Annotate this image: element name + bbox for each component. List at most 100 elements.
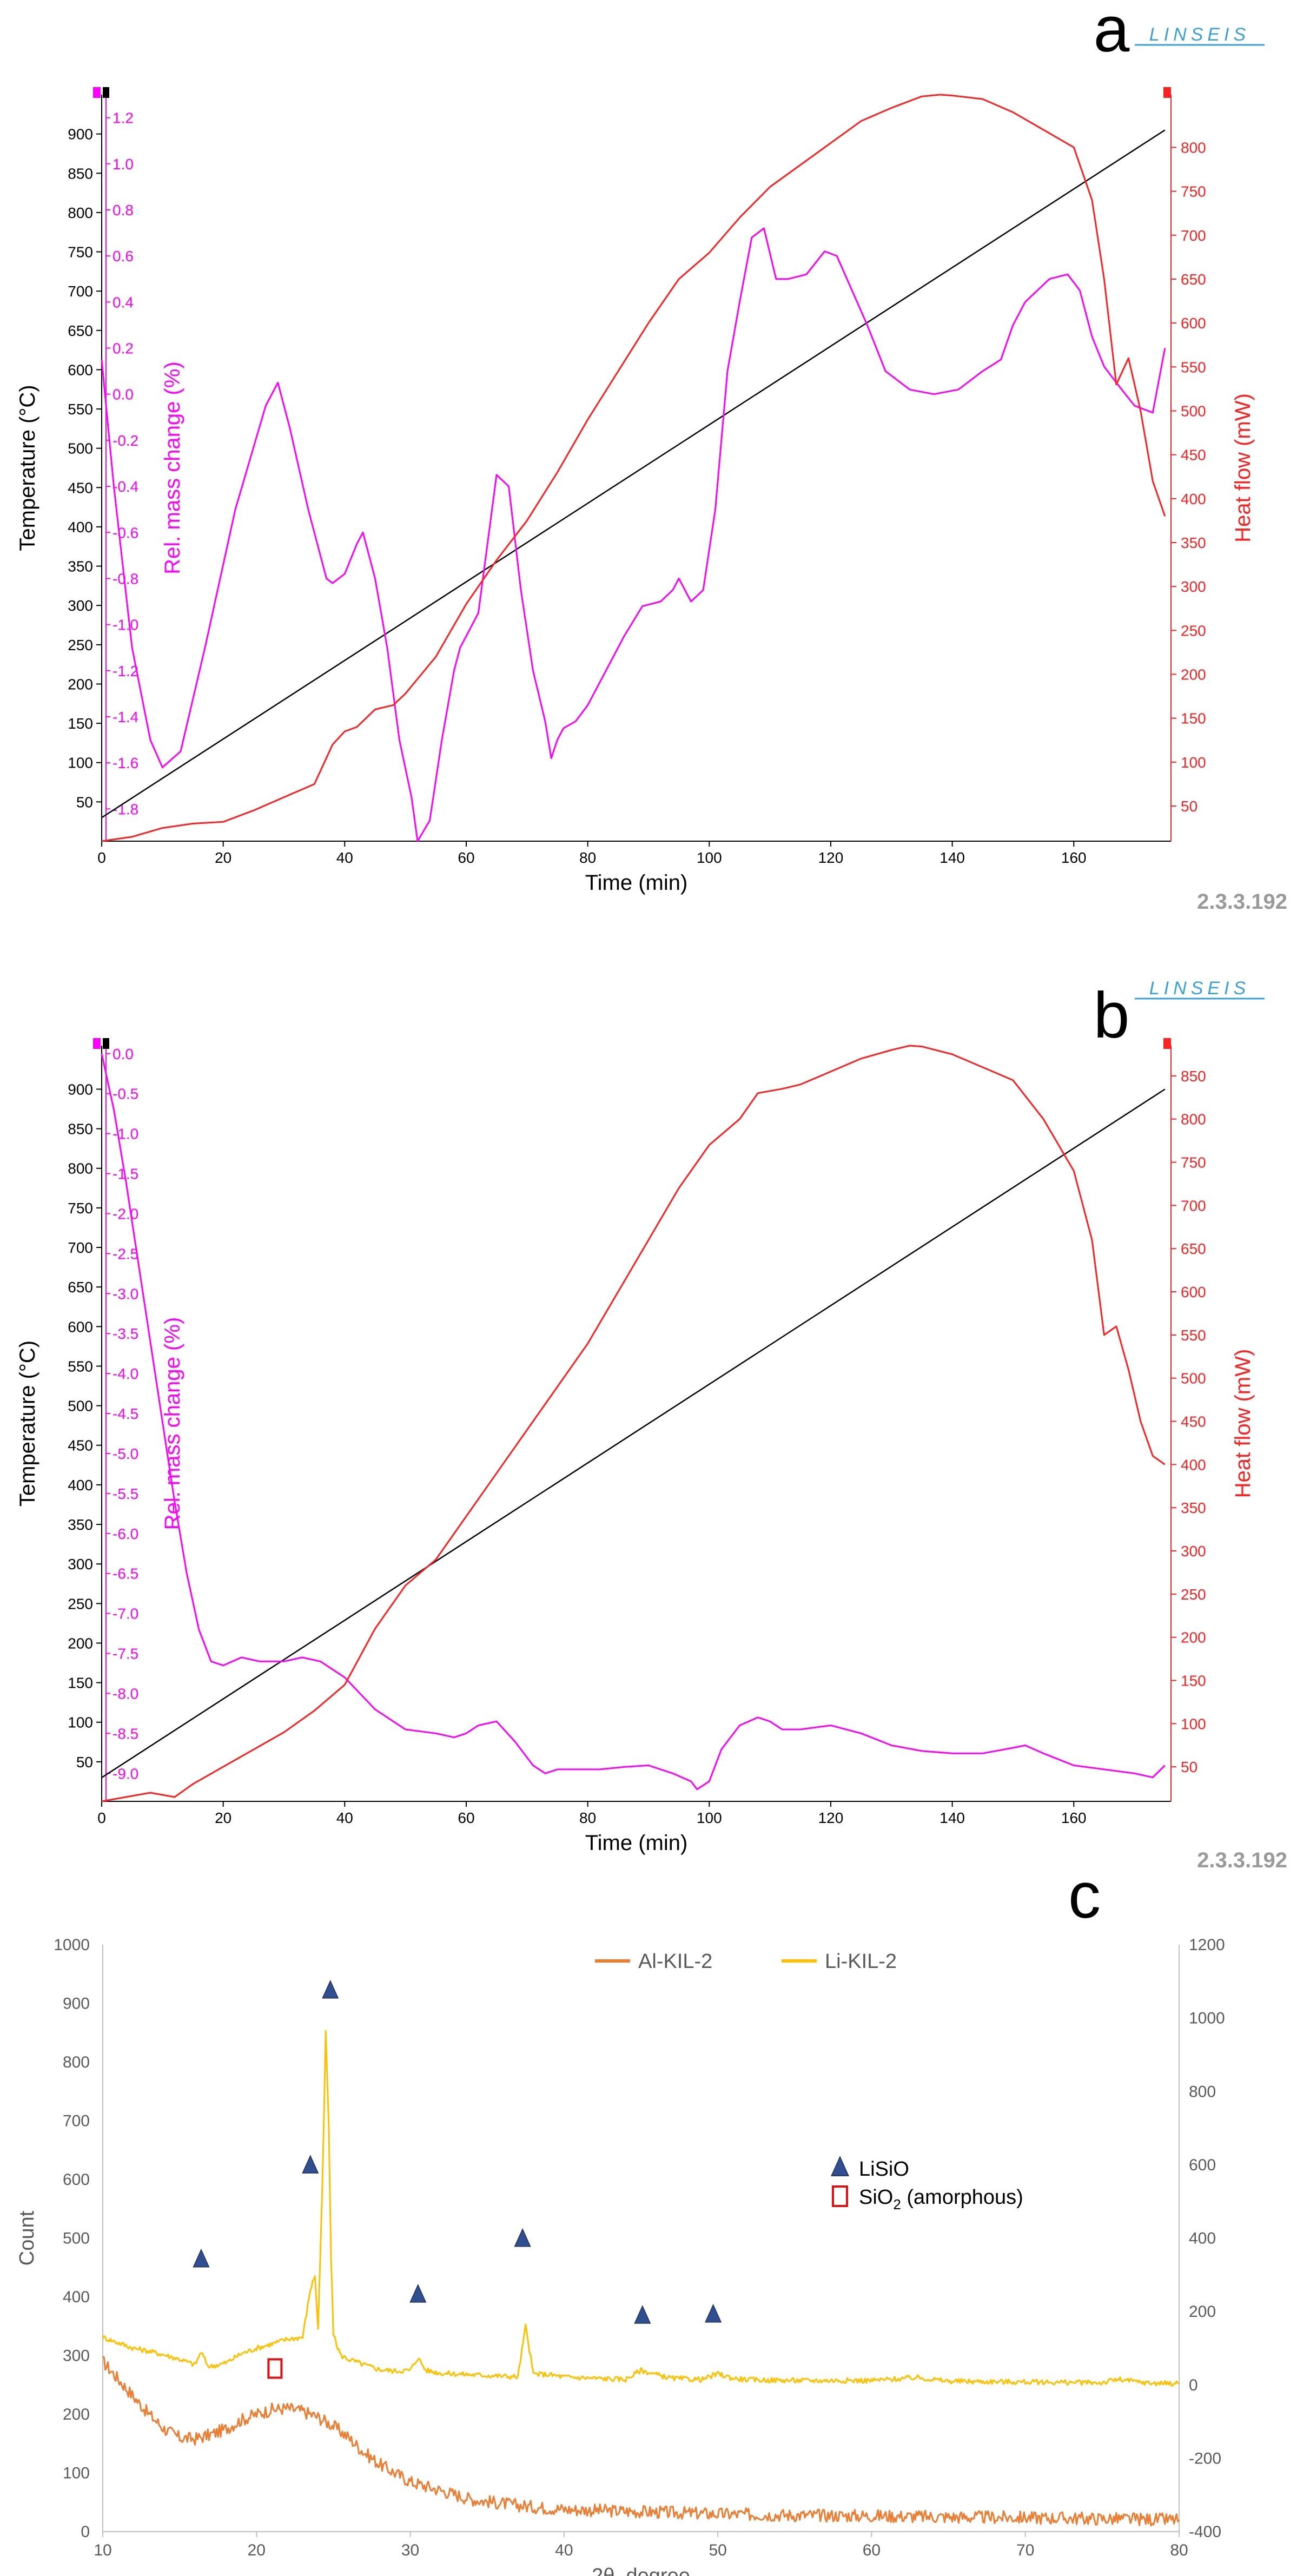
mass-tick-label: -4.5 [113, 1405, 138, 1422]
series-heat-flow-line [101, 94, 1166, 842]
legend-label-li: Li-KIL-2 [825, 1950, 897, 1973]
heat-axis-label: Heat flow (mW) [1231, 1349, 1255, 1498]
heat-tick-label: 750 [1181, 1154, 1206, 1171]
heat-axis-marker [1163, 1038, 1171, 1049]
temperature-tick-label: 400 [68, 1477, 93, 1494]
x-tick-label: 40 [555, 2541, 573, 2559]
temperature-tick-label: 700 [68, 1239, 93, 1256]
y-tick-label: 700 [63, 2112, 90, 2130]
y-tick-label: 400 [63, 2288, 90, 2306]
temperature-axis-marker [103, 87, 109, 98]
x-tick-label: 80 [579, 1809, 596, 1826]
y2-tick-label: 0 [1189, 2376, 1198, 2394]
y-tick-label: 1000 [54, 1936, 90, 1954]
mass-tick-label: -3.5 [113, 1325, 138, 1342]
heat-tick-label: 300 [1181, 1543, 1206, 1560]
temperature-tick-label: 50 [76, 1754, 93, 1771]
y2-tick-label: 1000 [1189, 2010, 1225, 2027]
legend-triangle-marker [831, 2156, 849, 2176]
mass-tick-label: -1.0 [113, 617, 138, 633]
heat-tick-label: 550 [1181, 1327, 1206, 1344]
mass-axis-label: Rel. mass change (%) [161, 1317, 184, 1530]
x-tick-label: 140 [940, 1809, 965, 1826]
mass-tick-label: -7.0 [113, 1606, 138, 1622]
temperature-tick-label: 50 [76, 794, 93, 810]
temperature-tick-label: 100 [68, 1714, 93, 1731]
temperature-tick-label: 150 [68, 1675, 93, 1692]
temperature-tick-label: 550 [68, 1358, 93, 1375]
heat-tick-label: 250 [1181, 622, 1206, 639]
x-tick-label: 140 [940, 849, 965, 866]
heat-tick-label: 700 [1181, 1197, 1206, 1214]
y-tick-label: 800 [63, 2053, 90, 2071]
peak-marker-triangle [193, 2248, 210, 2268]
y2-tick-label: 600 [1189, 2156, 1216, 2174]
temperature-tick-label: 600 [68, 1318, 93, 1335]
heat-tick-label: 500 [1181, 1370, 1206, 1387]
temperature-tick-label: 600 [68, 361, 93, 378]
mass-tick-label: 1.2 [113, 110, 134, 127]
mass-tick-label: -1.4 [113, 709, 138, 725]
mass-tick-label: -7.5 [113, 1646, 138, 1662]
x-axis-label: Time (min) [585, 871, 688, 895]
x-axis-label: 2θ, degree [592, 2565, 690, 2576]
x-tick-label: 10 [94, 2541, 111, 2559]
x-tick-label: 20 [215, 849, 231, 866]
y-tick-label: 500 [63, 2230, 90, 2248]
mass-tick-label: -8.0 [113, 1685, 138, 1702]
legend-sio2-label: SiO2 (amorphous) [859, 2186, 1023, 2212]
heat-tick-label: 450 [1181, 447, 1206, 464]
temperature-tick-label: 450 [68, 479, 93, 496]
panel-label: c [1068, 1859, 1101, 1932]
temperature-tick-label: 500 [68, 440, 93, 457]
temperature-tick-label: 850 [68, 1121, 93, 1138]
x-tick-label: 20 [248, 2541, 266, 2559]
heat-tick-label: 100 [1181, 754, 1206, 771]
x-tick-label: 60 [458, 849, 474, 866]
x-tick-label: 80 [579, 849, 596, 866]
mass-tick-label: 1.0 [113, 156, 134, 173]
temperature-tick-label: 250 [68, 637, 93, 653]
y-tick-label: 900 [63, 1995, 90, 2013]
y2-tick-label: -200 [1189, 2449, 1221, 2467]
heat-axis-marker [1163, 87, 1171, 98]
peak-marker-triangle [634, 2305, 651, 2324]
heat-tick-label: 350 [1181, 1500, 1206, 1516]
heat-tick-label: 500 [1181, 402, 1206, 419]
temperature-tick-label: 400 [68, 519, 93, 536]
heat-tick-label: 350 [1181, 534, 1206, 551]
x-tick-label: 120 [818, 849, 844, 866]
temperature-tick-label: 300 [68, 597, 93, 614]
x-tick-label: 0 [97, 849, 106, 866]
temperature-tick-label: 900 [68, 126, 93, 143]
y2-tick-label: -400 [1189, 2523, 1221, 2541]
x-tick-label: 80 [1170, 2541, 1188, 2559]
heat-tick-label: 400 [1181, 491, 1206, 507]
mass-tick-label: -3.0 [113, 1285, 138, 1302]
x-tick-label: 70 [1016, 2541, 1034, 2559]
temperature-tick-label: 800 [68, 204, 93, 221]
heat-tick-label: 150 [1181, 710, 1206, 727]
legend-square-marker [832, 2185, 848, 2207]
temperature-tick-label: 350 [68, 558, 93, 575]
peak-marker-triangle [302, 2155, 319, 2174]
series-rel-mass-change-line [101, 227, 1166, 842]
temperature-tick-label: 150 [68, 715, 93, 732]
x-tick-label: 120 [818, 1809, 844, 1826]
heat-tick-label: 200 [1181, 666, 1206, 683]
series-li-kil-2-line [102, 2030, 1180, 2387]
temperature-axis-marker [103, 1038, 109, 1049]
heat-axis-label: Heat flow (mW) [1231, 393, 1255, 543]
legend-lisio-label: LiSiO [859, 2158, 909, 2181]
x-tick-label: 160 [1061, 849, 1087, 866]
mass-tick-label: -1.6 [113, 755, 138, 771]
y2-tick-label: 400 [1189, 2230, 1216, 2248]
version-watermark: 2.3.3.192 [1197, 1848, 1287, 1872]
temperature-tick-label: 650 [68, 322, 93, 339]
x-tick-label: 40 [336, 1809, 353, 1826]
temperature-tick-label: 200 [68, 1635, 93, 1652]
x-tick-label: 40 [336, 849, 353, 866]
mass-tick-label: -5.5 [113, 1485, 138, 1502]
x-tick-label: 60 [863, 2541, 881, 2559]
heat-tick-label: 650 [1181, 271, 1206, 288]
